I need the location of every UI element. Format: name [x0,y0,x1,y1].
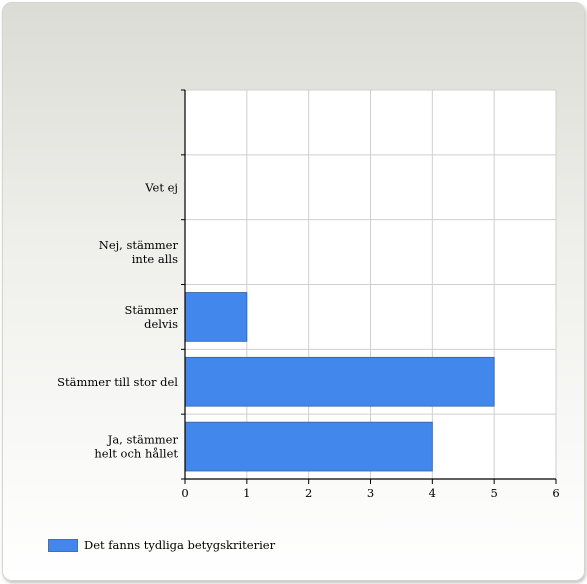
category-label-line: Stämmer till stor del [57,375,178,389]
category-label: Stämmer delvis [125,303,179,331]
category-label-line: Nej, stämmer [99,238,179,252]
category-label-line: Stämmer [125,303,179,317]
category-label-line: Ja, stämmer [107,433,179,447]
x-tick-label: 4 [429,486,436,500]
x-tick-label: 6 [552,486,559,500]
category-label-line: Vet ej [144,180,178,194]
x-tick-label: 1 [243,486,250,500]
x-tick-labels: 0 1 2 3 4 5 6 [181,486,559,500]
legend-swatch [48,539,78,552]
category-label: Nej, stämmer inte alls [99,238,179,266]
bar [185,293,247,342]
x-tick-label: 3 [367,486,374,500]
legend-label: Det fanns tydliga betygskriterier [84,538,275,552]
category-label-line: helt och hållet [94,447,178,461]
category-labels: Vet ej Nej, stämmer inte alls Stämmer delvis… [57,180,178,460]
bar [185,357,494,406]
x-tick-label: 5 [491,486,498,500]
legend: Det fanns tydliga betygskriterier [48,538,275,552]
x-tick-label: 0 [181,486,188,500]
category-label: Stämmer till stor del [57,375,178,389]
x-tick-label: 2 [305,486,312,500]
category-label-line: delvis [144,317,178,331]
category-label: Ja, stämmer helt och hållet [94,433,178,461]
category-label: Vet ej [144,180,178,194]
category-label-line: inte alls [132,252,178,266]
bar [185,422,432,471]
